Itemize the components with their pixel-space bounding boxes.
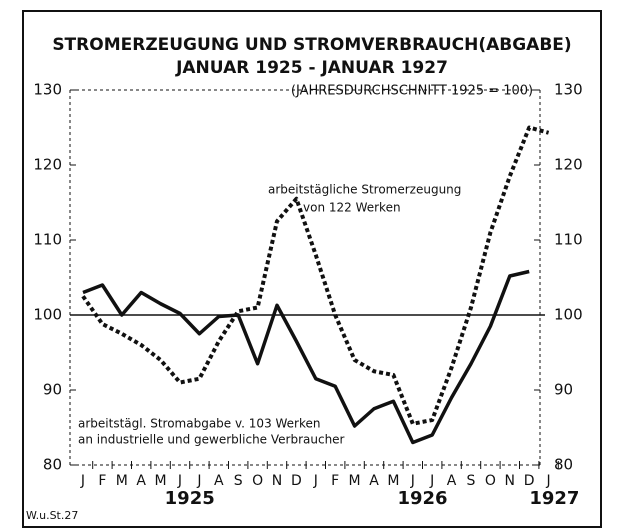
x-tick-label: A bbox=[369, 473, 379, 489]
x-tick-label: J bbox=[546, 473, 551, 489]
x-tick-label: S bbox=[467, 473, 476, 489]
x-tick-label: A bbox=[136, 473, 146, 489]
x-tick-label: D bbox=[524, 473, 535, 489]
y-tick-label: 130 bbox=[33, 81, 62, 99]
series-line bbox=[82, 269, 530, 445]
y-tick-label: 100 bbox=[33, 306, 62, 324]
y-tick-label: 90 bbox=[43, 381, 62, 399]
annotation: von 122 Werken bbox=[303, 201, 401, 215]
x-tick-label: J bbox=[177, 473, 182, 489]
chart-title: JANUAR 1925 - JANUAR 1927 bbox=[175, 58, 448, 78]
x-tick-label: A bbox=[214, 473, 224, 489]
x-tick-label: M bbox=[387, 473, 399, 489]
subtitle: (JAHRESDURCHSCHNITT 1925 = 100) bbox=[291, 84, 533, 99]
x-tick-label: A bbox=[447, 473, 457, 489]
year-label: 1926 bbox=[397, 488, 447, 509]
y2-tick-label: 100 bbox=[554, 306, 583, 324]
x-tick-label: F bbox=[98, 473, 106, 489]
year-label: 1925 bbox=[165, 488, 215, 509]
y2-tick-label: 120 bbox=[554, 156, 583, 174]
annotation: arbeitstägl. Stromabgabe v. 103 Werken bbox=[78, 417, 321, 431]
y-tick-label: 120 bbox=[33, 156, 62, 174]
y2-tick-label: 90 bbox=[554, 381, 573, 399]
x-tick-label: J bbox=[429, 473, 434, 489]
series-line bbox=[81, 125, 550, 426]
x-tick-label: J bbox=[196, 473, 201, 489]
x-tick-label: J bbox=[313, 473, 318, 489]
y-tick-label: 80 bbox=[43, 456, 62, 474]
x-tick-label: J bbox=[80, 473, 85, 489]
x-tick-label: O bbox=[485, 473, 496, 489]
x-tick-label: M bbox=[116, 473, 128, 489]
x-tick-label: S bbox=[234, 473, 243, 489]
source: W.u.St.27 bbox=[26, 509, 78, 522]
y2-tick-label: 130 bbox=[554, 81, 583, 99]
y2-tick-label: 80 bbox=[554, 456, 573, 474]
x-tick-label: O bbox=[252, 473, 263, 489]
year-label: 1927 bbox=[529, 488, 579, 509]
x-tick-label: D bbox=[291, 473, 302, 489]
annotation: arbeitstägliche Stromerzeugung bbox=[268, 183, 461, 197]
annotation: an industrielle und gewerbliche Verbrauc… bbox=[78, 433, 345, 447]
x-tick-label: N bbox=[272, 473, 282, 489]
x-tick-label: N bbox=[505, 473, 515, 489]
y-tick-label: 110 bbox=[33, 231, 62, 249]
y2-tick-label: 110 bbox=[554, 231, 583, 249]
chart-title: STROMERZEUGUNG UND STROMVERBRAUCH(ABGABE… bbox=[52, 35, 571, 55]
x-tick-label: M bbox=[349, 473, 361, 489]
frame bbox=[22, 10, 602, 528]
x-tick-label: F bbox=[331, 473, 339, 489]
x-tick-label: M bbox=[155, 473, 167, 489]
x-tick-label: J bbox=[410, 473, 415, 489]
